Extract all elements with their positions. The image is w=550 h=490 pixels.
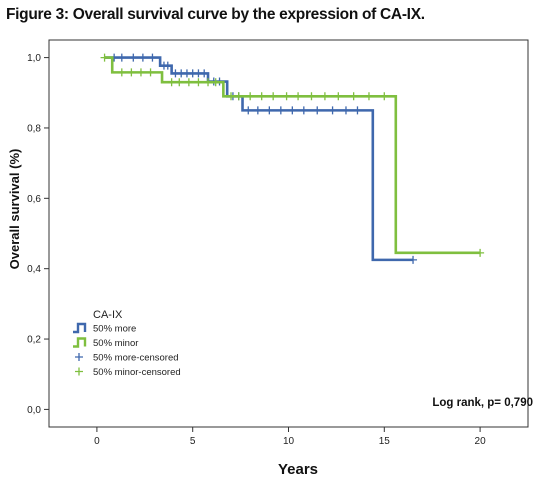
censor-mark-50-minor <box>194 78 203 87</box>
censor-mark-50-minor <box>146 68 155 77</box>
series-50-minor <box>100 53 485 257</box>
legend-entry-label: 50% more <box>93 324 136 335</box>
censor-mark-50-minor <box>307 92 316 101</box>
censor-mark-50-minor <box>320 92 329 101</box>
y-axis: 0,0 0,2 0,4 0,6 0,8 1,0 <box>27 53 49 416</box>
censor-mark-50-minor <box>100 53 109 62</box>
x-tick-label: 15 <box>379 436 391 447</box>
x-tick-label: 0 <box>94 436 100 447</box>
legend-entry-label: 50% more-censored <box>93 353 179 364</box>
censor-mark-50-more <box>276 106 285 115</box>
y-tick-label: 0,8 <box>27 123 41 134</box>
x-tick-label: 10 <box>283 436 295 447</box>
censor-mark-50-minor <box>380 92 389 101</box>
censor-mark-50-minor <box>227 92 236 101</box>
legend-swatch-plus <box>75 353 83 361</box>
censor-mark-50-minor <box>269 92 278 101</box>
censor-mark-50-more <box>163 61 172 70</box>
legend-entry-label: 50% minor-censored <box>93 367 181 378</box>
censor-mark-50-minor <box>184 78 193 87</box>
x-axis: 0 5 10 15 20 <box>94 427 486 447</box>
censor-mark-50-minor <box>334 92 343 101</box>
censor-mark-50-more <box>244 106 253 115</box>
legend-title: CA-IX <box>93 309 123 321</box>
censor-mark-50-minor <box>257 92 266 101</box>
censor-mark-50-more <box>148 53 157 62</box>
censor-mark-50-more <box>253 106 262 115</box>
censor-mark-50-more <box>265 106 274 115</box>
censor-mark-50-more <box>328 106 337 115</box>
survival-line-50-minor <box>104 56 481 255</box>
x-tick-label: 20 <box>475 436 487 447</box>
y-axis-title: Overall survival (%) <box>7 149 22 270</box>
x-tick-label: 5 <box>190 436 196 447</box>
y-tick-label: 0,4 <box>27 264 41 275</box>
censor-mark-50-more <box>313 106 322 115</box>
x-axis-title: Years <box>278 461 318 478</box>
censor-mark-50-minor <box>476 248 485 257</box>
figure-title: Figure 3: Overall survival curve by the … <box>6 6 425 23</box>
series-layer <box>100 53 485 264</box>
censor-mark-50-minor <box>234 92 243 101</box>
y-tick-label: 0,6 <box>27 194 41 205</box>
censor-mark-50-minor <box>117 68 126 77</box>
series-50-more <box>104 53 418 264</box>
censor-mark-50-more <box>129 53 138 62</box>
censor-mark-50-more <box>138 53 147 62</box>
legend: CA-IX 50% more 50% minor 50% more-censored… <box>73 309 181 378</box>
y-tick-label: 0,2 <box>27 335 41 346</box>
survival-line-50-more <box>104 56 414 262</box>
censor-mark-50-more <box>341 106 350 115</box>
legend-swatch-step <box>73 337 87 348</box>
censor-mark-50-minor <box>127 68 136 77</box>
y-tick-label: 0,0 <box>27 405 41 416</box>
y-tick-label: 1,0 <box>27 53 41 64</box>
censor-mark-50-minor <box>136 68 145 77</box>
censor-mark-50-more <box>288 106 297 115</box>
censor-mark-50-minor <box>282 92 291 101</box>
censor-mark-50-minor <box>364 92 373 101</box>
log-rank-annotation: Log rank, p= 0,790 <box>432 397 533 409</box>
legend-swatch-step <box>73 322 87 334</box>
censor-mark-50-more <box>409 255 418 264</box>
legend-entry-label: 50% minor <box>93 338 138 349</box>
censor-mark-50-more <box>353 106 362 115</box>
censor-mark-50-minor <box>246 92 255 101</box>
censor-mark-50-minor <box>294 92 303 101</box>
censor-mark-50-more <box>200 69 209 78</box>
legend-swatch-plus <box>75 367 83 376</box>
censor-mark-50-minor <box>175 78 184 87</box>
censor-mark-50-more <box>117 53 126 62</box>
censor-mark-50-minor <box>204 78 213 87</box>
censor-mark-50-minor <box>349 92 358 101</box>
censor-mark-50-more <box>299 106 308 115</box>
censor-mark-50-minor <box>211 78 220 87</box>
censor-mark-50-minor <box>167 78 176 87</box>
